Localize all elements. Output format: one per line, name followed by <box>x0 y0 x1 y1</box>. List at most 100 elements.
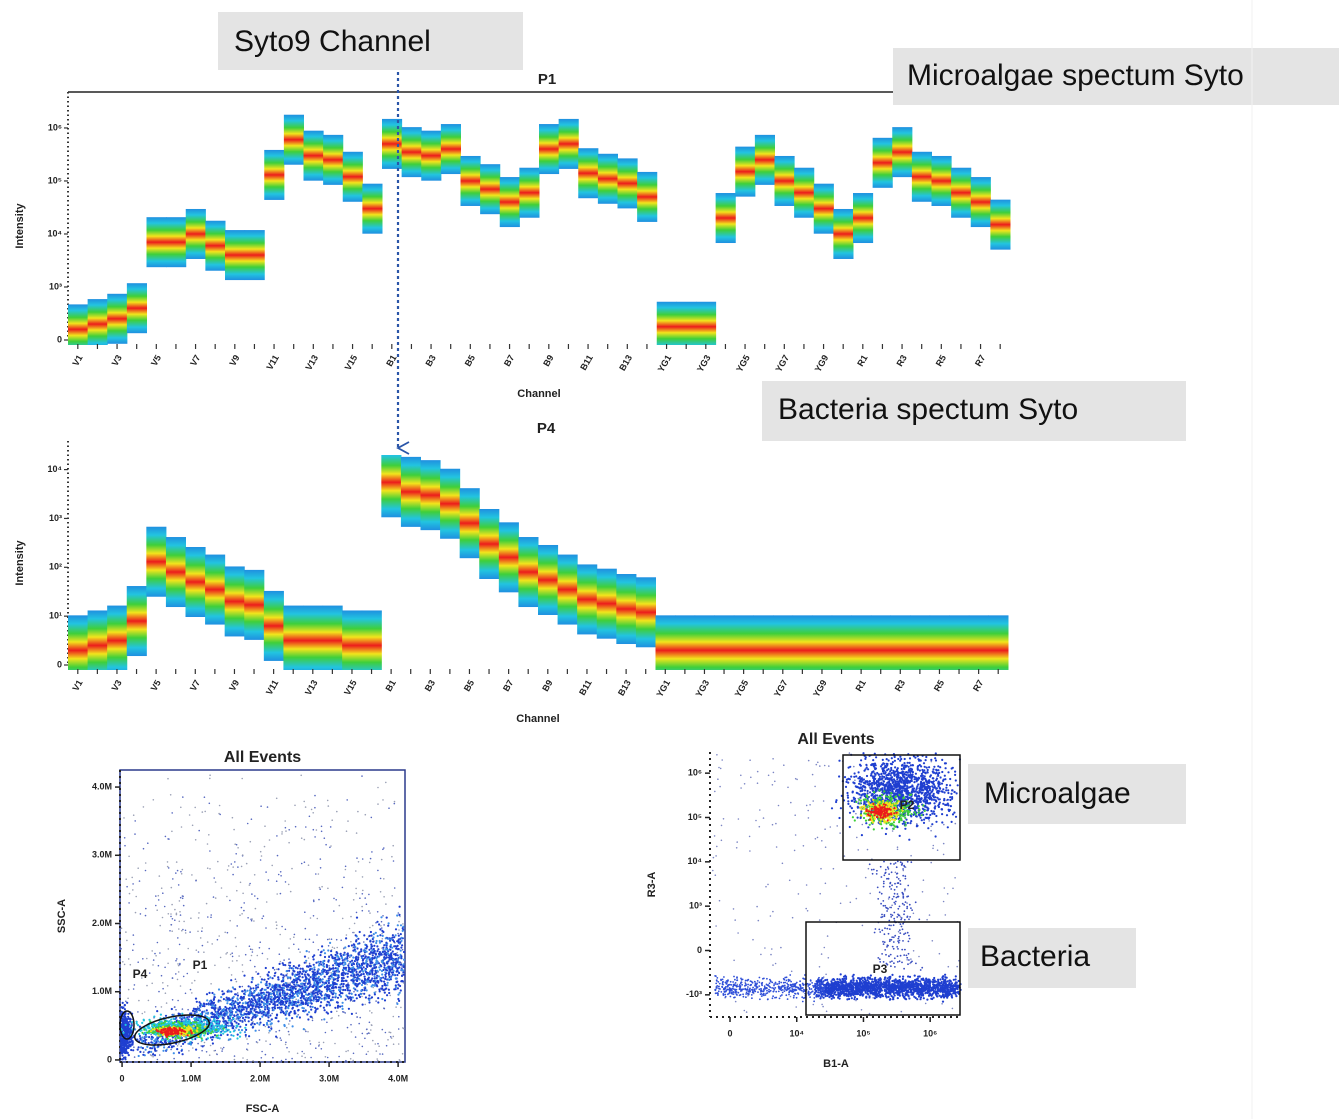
event-dot <box>398 1028 400 1030</box>
event-dot <box>399 941 401 943</box>
event-dot <box>179 900 181 902</box>
event-dot <box>377 935 379 937</box>
event-dot <box>277 1020 279 1022</box>
event-dot <box>353 1000 355 1002</box>
event-dot <box>258 992 260 994</box>
event-dot <box>337 980 339 982</box>
event-dot <box>151 1041 153 1043</box>
event-dot <box>336 955 338 957</box>
event-dot <box>247 1043 249 1045</box>
event-dot <box>371 970 373 972</box>
event-dot <box>323 966 325 968</box>
event-dot <box>171 887 173 889</box>
event-dot <box>193 1008 195 1010</box>
event-dot <box>402 969 404 971</box>
x-tick-label: V5 <box>149 678 163 693</box>
intensity-band <box>814 184 834 234</box>
event-dot <box>381 859 383 861</box>
event-dot <box>389 995 391 997</box>
event-dot <box>286 1027 288 1029</box>
event-dot <box>347 1027 349 1029</box>
event-dot <box>211 992 213 994</box>
event-dot <box>126 1032 128 1034</box>
event-dot <box>257 1011 259 1013</box>
event-dot <box>331 819 333 821</box>
event-dot <box>158 965 160 967</box>
event-dot <box>308 1002 310 1004</box>
event-dot <box>131 877 133 879</box>
event-dot <box>166 1002 168 1004</box>
event-dot <box>394 803 396 805</box>
event-dot <box>194 1038 196 1040</box>
event-dot <box>287 973 289 975</box>
event-dot <box>279 989 281 991</box>
event-dot <box>128 856 130 858</box>
event-dot <box>248 1035 250 1037</box>
event-dot <box>335 899 337 901</box>
event-dot <box>155 905 157 907</box>
event-dot <box>299 975 301 977</box>
event-dot <box>305 960 307 962</box>
event-dot <box>282 987 284 989</box>
event-dot <box>153 959 155 961</box>
event-dot <box>198 1001 200 1003</box>
event-dot <box>179 1017 181 1019</box>
event-dot <box>349 954 351 956</box>
event-dot <box>221 1014 223 1016</box>
event-dot <box>313 954 315 956</box>
event-dot <box>344 962 346 964</box>
event-dot <box>289 989 291 991</box>
event-dot <box>349 956 351 958</box>
event-dot <box>385 972 387 974</box>
intensity-band <box>794 168 814 218</box>
event-dot <box>341 972 343 974</box>
event-dot <box>291 1008 293 1010</box>
event-dot <box>179 911 181 913</box>
y-axis-title: Intensity <box>14 540 26 586</box>
event-dot <box>312 1020 314 1022</box>
event-dot <box>258 1023 260 1025</box>
event-dot <box>217 1030 219 1032</box>
event-dot <box>258 1003 260 1005</box>
event-dot <box>355 1036 357 1038</box>
event-dot <box>191 1038 193 1040</box>
event-dot <box>191 874 193 876</box>
event-dot <box>147 1052 149 1054</box>
x-axis-title: Channel <box>517 388 560 400</box>
event-dot <box>220 1032 222 1034</box>
event-dot <box>375 1043 377 1045</box>
event-dot <box>391 895 393 897</box>
event-dot <box>139 1035 141 1037</box>
event-dot <box>241 913 243 915</box>
event-dot <box>168 867 170 869</box>
event-dot <box>276 928 278 930</box>
event-dot <box>204 796 206 798</box>
event-dot <box>251 1012 253 1014</box>
event-dot <box>393 1036 395 1038</box>
event-dot <box>331 956 333 958</box>
event-dot <box>269 1020 271 1022</box>
event-dot <box>150 1030 152 1032</box>
x-tick-label: R3 <box>893 678 907 693</box>
event-dot <box>344 973 346 975</box>
event-dot <box>279 993 281 995</box>
event-dot <box>360 965 362 967</box>
event-dot <box>216 1013 218 1015</box>
event-dot <box>401 944 403 946</box>
intensity-band <box>793 615 813 685</box>
event-dot <box>402 949 404 951</box>
event-dot <box>377 1001 379 1003</box>
event-dot <box>147 842 149 844</box>
event-dot <box>125 931 127 933</box>
event-dot <box>310 965 312 967</box>
event-dot <box>398 914 400 916</box>
event-dot <box>178 1052 180 1054</box>
event-dot <box>322 978 324 980</box>
event-dot <box>375 932 377 934</box>
event-dot <box>173 1058 175 1060</box>
event-dot <box>182 796 184 798</box>
event-dot <box>369 940 371 942</box>
event-dot <box>369 971 371 973</box>
event-dot <box>233 1018 235 1020</box>
event-dot <box>403 963 405 965</box>
